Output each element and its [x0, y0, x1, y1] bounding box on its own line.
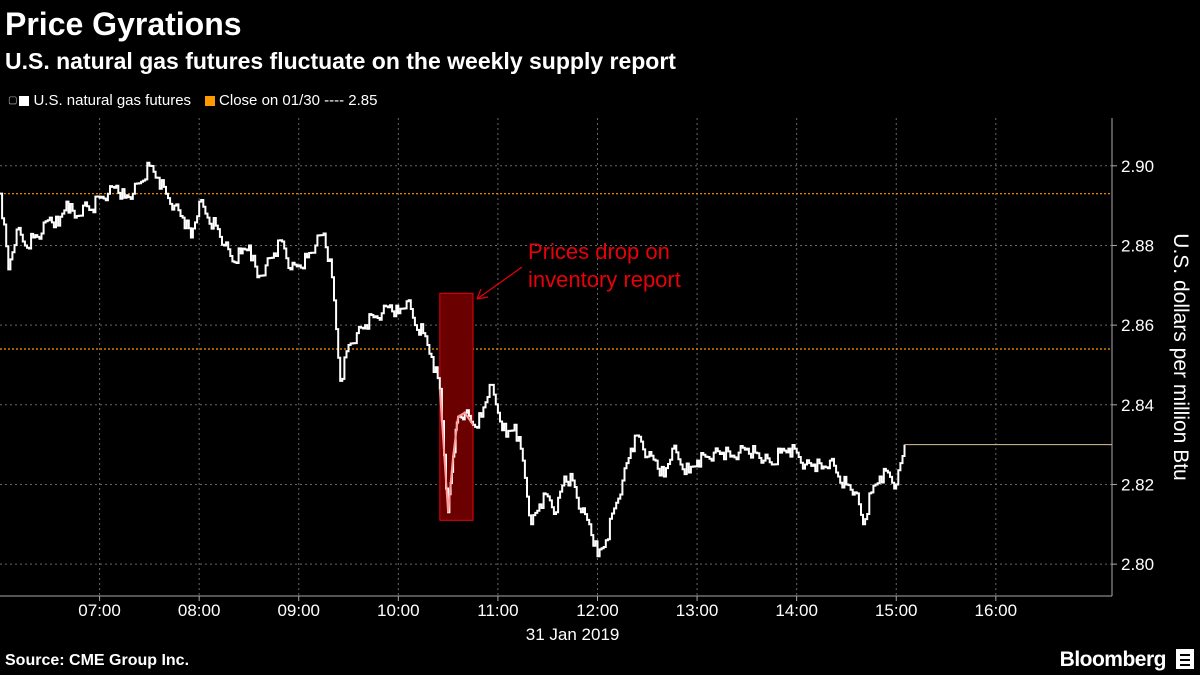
legend-swatch-futures — [19, 96, 30, 106]
x-tick-label: 12:00 — [576, 601, 619, 620]
annotation-text-line1: Prices drop on — [528, 239, 670, 264]
y-tick-label: 2.86 — [1121, 316, 1154, 335]
legend: ▢ U.S. natural gas futures Close on 01/3… — [8, 91, 391, 111]
y-axis-label: U.S. dollars per million Btu — [1169, 233, 1192, 480]
x-tick-label: 13:00 — [676, 601, 719, 620]
x-tick-label: 07:00 — [78, 601, 121, 620]
chart-title: Price Gyrations — [5, 6, 242, 42]
annotation-arrow — [476, 266, 523, 300]
legend-item-futures: ▢ U.S. natural gas futures — [8, 91, 191, 111]
x-tick-label: 08:00 — [178, 601, 221, 620]
legend-label-close: Close on 01/30 ---- 2.85 — [219, 92, 378, 109]
y-tick-label: 2.84 — [1121, 396, 1154, 415]
source-note: Source: CME Group Inc. — [5, 652, 190, 669]
legend-chart-icon: ▢ — [8, 95, 18, 106]
annotation-text-line2: inventory report — [528, 267, 681, 292]
y-tick-label: 2.82 — [1121, 475, 1154, 494]
y-tick-label: 2.90 — [1121, 157, 1154, 176]
brand-logo-text: Bloomberg — [1059, 648, 1167, 671]
y-tick-label: 2.80 — [1121, 555, 1154, 574]
x-tick-label: 09:00 — [277, 601, 320, 620]
bloomberg-icon — [1176, 649, 1194, 669]
annotation-highlight-box — [439, 292, 474, 521]
y-tick-label: 2.88 — [1121, 236, 1154, 255]
x-tick-label: 15:00 — [875, 601, 918, 620]
legend-label-futures: U.S. natural gas futures — [33, 92, 192, 109]
annotation-highlight-series — [438, 388, 474, 513]
x-axis-label: 31 Jan 2019 — [526, 625, 620, 644]
chart-subtitle: U.S. natural gas futures fluctuate on th… — [5, 48, 676, 74]
legend-item-close: Close on 01/30 ---- 2.85 — [205, 91, 377, 111]
x-tick-label: 11:00 — [477, 601, 518, 620]
x-tick-label: 14:00 — [775, 601, 818, 620]
legend-swatch-close — [205, 96, 216, 106]
annotation-arrowhead — [476, 288, 489, 300]
x-tick-label: 10:00 — [377, 601, 420, 620]
x-tick-label: 16:00 — [975, 601, 1018, 620]
